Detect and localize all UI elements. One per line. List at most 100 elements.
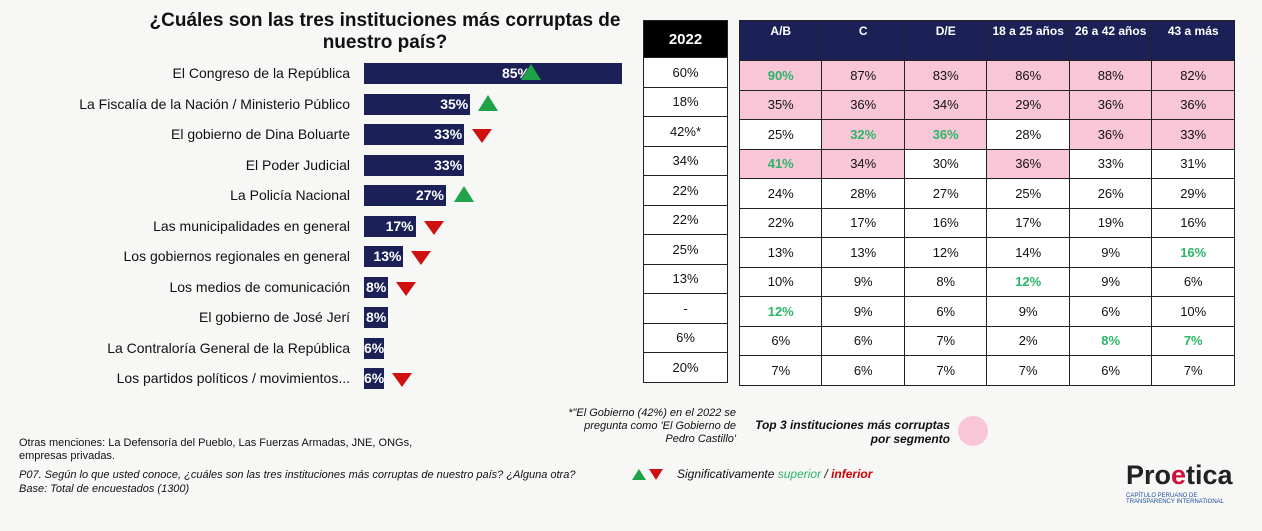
segment-header: A/B <box>738 20 823 61</box>
sig-inferior: inferior <box>831 467 873 481</box>
segment-header: C <box>821 20 905 61</box>
category-label: La Policía Nacional <box>230 187 350 203</box>
question-text: P07. Según lo que usted conoce, ¿cuáles … <box>19 469 576 481</box>
segment-cell: 7% <box>1151 355 1235 386</box>
segment-cell: 36% <box>821 89 905 120</box>
footnote-2022: *"El Gobierno (42%) en el 2022 se pregun… <box>568 407 736 445</box>
segment-cell: 6% <box>821 325 905 356</box>
segment-cell: 7% <box>986 355 1070 386</box>
segment-cell: 36% <box>903 119 988 150</box>
other-mentions: Otras menciones: La Defensoría del Puebl… <box>19 437 413 462</box>
cell-2022: 25% <box>643 234 728 265</box>
header-2022: 2022 <box>643 20 728 58</box>
cell-2022: 22% <box>643 204 728 235</box>
segment-cell: 19% <box>1068 207 1153 238</box>
sig-superior: superior <box>777 467 822 481</box>
segment-cell: 32% <box>821 119 905 150</box>
segment-cell: 29% <box>986 89 1070 120</box>
segment-cell: 16% <box>1151 207 1235 238</box>
bar: 33% <box>364 154 465 176</box>
cell-2022: 60% <box>643 57 728 88</box>
segment-cell: 27% <box>903 178 988 209</box>
segment-cell: 36% <box>1151 89 1235 120</box>
bar: 6% <box>364 337 384 359</box>
table-row: 22% <box>643 204 728 235</box>
segment-cell: 30% <box>903 148 988 179</box>
table-row: 6% 6% 7% 2% 8% 7% <box>738 325 1235 356</box>
category-label: Los partidos políticos / movimientos... <box>116 370 350 386</box>
bar: 8% <box>364 276 389 298</box>
proetica-logo: Proetica <box>1126 460 1233 490</box>
segment-cell: 8% <box>1068 325 1153 356</box>
bar: 33% <box>364 124 465 145</box>
segment-header: 26 a 42 años <box>1068 20 1153 61</box>
segment-cell: 13% <box>821 237 905 268</box>
proetica-tagline: CAPÍTULO PERUANO DE TRANSPARENCY INTERNA… <box>1126 493 1225 505</box>
segment-cell: 31% <box>1151 148 1235 179</box>
segment-cell: 25% <box>986 178 1070 209</box>
segment-cell: 16% <box>903 207 988 238</box>
chart-title: ¿Cuáles son las tres instituciones más c… <box>149 10 621 53</box>
triangle-up-icon <box>478 94 499 111</box>
segment-header: 43 a más <box>1151 20 1235 61</box>
cell-2022: 6% <box>643 322 728 353</box>
segment-cell: 90% <box>738 60 823 91</box>
segment-cell: 6% <box>738 325 823 356</box>
segment-cell: 41% <box>738 148 823 179</box>
segment-cell: 25% <box>738 119 823 150</box>
table-row: 12% 9% 6% 9% 6% 10% <box>738 296 1235 327</box>
table-row: 41% 34% 30% 36% 33% 31% <box>738 148 1235 179</box>
base-text: Base: Total de encuestados (1300) <box>19 483 190 495</box>
table-row: 90% 87% 83% 86% 88% 82% <box>738 60 1235 91</box>
segment-cell: 12% <box>986 266 1070 297</box>
table-row: 10% 9% 8% 12% 9% 6% <box>738 266 1235 297</box>
segment-cell: 36% <box>1068 89 1153 120</box>
triangle-up-icon <box>453 186 474 202</box>
triangle-up-icon <box>521 64 541 80</box>
segment-cell: 33% <box>1068 148 1153 179</box>
segment-cell: 6% <box>1068 355 1153 386</box>
segment-cell: 12% <box>738 296 823 327</box>
triangle-down-icon <box>396 281 417 296</box>
table-row: 13% <box>643 263 728 294</box>
segment-cell: 14% <box>986 237 1070 268</box>
category-label: Los gobiernos regionales en general <box>123 248 351 264</box>
triangle-down-icon <box>392 373 412 387</box>
table-row: 34% <box>643 145 728 176</box>
segment-cell: 6% <box>821 355 905 386</box>
table-row: 7% 6% 7% 7% 6% 7% <box>738 355 1235 386</box>
table-row: 35% 36% 34% 29% 36% 36% <box>738 89 1235 120</box>
segment-cell: 12% <box>903 237 988 268</box>
triangle-down-icon <box>411 251 432 265</box>
category-label: La Fiscalía de la Nación / Ministerio Pú… <box>79 95 350 112</box>
segment-cell: 7% <box>1151 325 1235 356</box>
bar: 6% <box>364 368 384 389</box>
significance-legend: Significativamente superior / inferior <box>677 467 872 481</box>
table-row: 25% 32% 36% 28% 36% 33% <box>738 119 1235 150</box>
segment-cell: 9% <box>986 296 1070 327</box>
cell-2022: 18% <box>643 86 728 117</box>
segment-header: D/E <box>903 20 988 61</box>
segment-cell: 36% <box>986 148 1070 179</box>
segment-cell: 26% <box>1068 178 1153 209</box>
bar: 27% <box>364 185 446 206</box>
segment-cell: 33% <box>1151 119 1235 150</box>
triangle-down-icon <box>649 469 663 480</box>
segment-cell: 9% <box>821 266 905 297</box>
segment-cell: 86% <box>986 60 1070 91</box>
table-row: - <box>643 293 728 324</box>
category-label: El Congreso de la República <box>172 65 350 81</box>
segment-cell: 16% <box>1151 237 1235 268</box>
segment-cell: 2% <box>986 325 1070 356</box>
cell-2022: 13% <box>643 263 728 294</box>
bar: 85% <box>364 63 622 84</box>
bar: 35% <box>364 93 471 115</box>
legend-pink-label: Top 3 instituciones más corruptas por se… <box>755 418 950 446</box>
bar: 8% <box>364 307 389 328</box>
table-row: 22% <box>643 175 728 206</box>
table-row: 42%* <box>643 116 728 147</box>
sig-sep: / <box>821 467 832 481</box>
triangle-up-icon <box>632 469 646 480</box>
cell-2022: - <box>643 293 728 324</box>
segment-cell: 82% <box>1151 60 1235 91</box>
